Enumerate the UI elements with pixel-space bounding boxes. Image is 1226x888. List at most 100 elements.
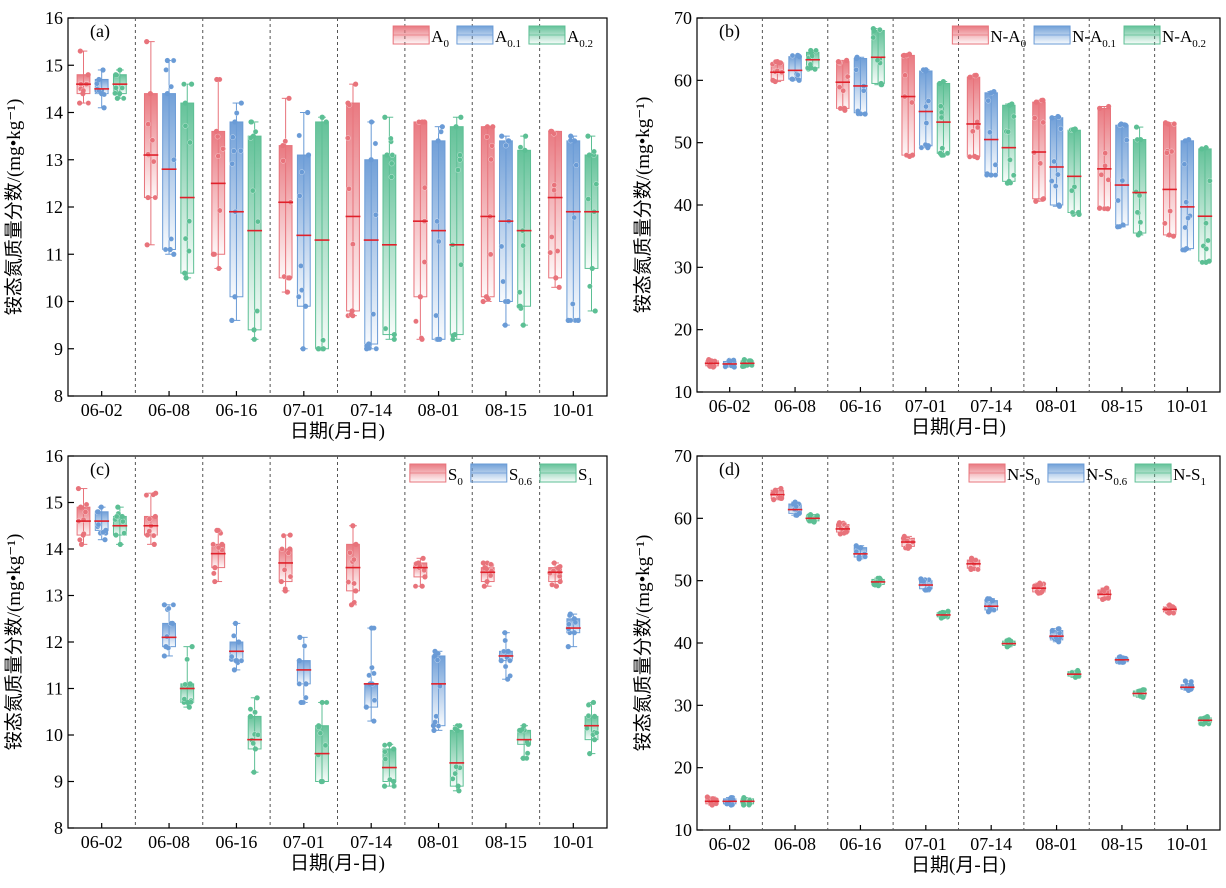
panel-c-data-point (347, 549, 353, 556)
panel-a-data-point (490, 124, 496, 130)
panel-b-data-point (808, 65, 814, 71)
panel-c-data-point (117, 541, 123, 547)
panel-b-data-point (1206, 258, 1212, 264)
panel-b-y-axis-title: 铵态氮质量分数/(mg•kg⁻¹) (632, 97, 654, 314)
panel-b-data-point (1033, 198, 1039, 204)
panel-c-data-point (363, 704, 369, 710)
panel-b-data-point (844, 73, 851, 80)
panel-d-data-point (778, 495, 785, 501)
panel-a-data-point (282, 138, 289, 144)
panel-d-data-point (1054, 637, 1060, 643)
panel-b-data-point (1056, 202, 1062, 208)
panel-d-data-point (853, 543, 859, 549)
panel-d-x-tick-label: 07-14 (970, 834, 1012, 854)
panel-c-data-point (232, 620, 239, 627)
panel-c-data-point (415, 560, 421, 566)
panel-a-data-point (77, 100, 83, 106)
panel-b-data-point (966, 154, 973, 160)
panel-b-data-point (901, 52, 907, 59)
panel-b-data-point (1182, 224, 1188, 231)
panel-c-data-point (296, 681, 303, 687)
panel-b-data-point (937, 150, 943, 156)
panel-c-data-point (431, 727, 437, 733)
panel-a-data-point (364, 346, 370, 352)
panel-c-data-point (287, 546, 293, 552)
panel-a-data-point (372, 140, 379, 147)
panel-c-x-tick-label: 08-15 (485, 832, 527, 852)
panel-a-box-a-02 (517, 149, 532, 307)
panel-a-data-point (162, 246, 169, 253)
panel-a-y-tick-label: 8 (54, 386, 63, 406)
panel-b-data-point (836, 84, 843, 90)
panel-d-y-tick-label: 20 (674, 758, 692, 778)
panel-c-data-point (319, 778, 325, 785)
panel-c-data-point (119, 513, 125, 520)
panel-b-data-point (1049, 178, 1055, 184)
panel-a-data-point (389, 152, 396, 158)
panel-b-data-point (1181, 161, 1188, 168)
panel-a-data-point (585, 133, 591, 139)
panel-c-x-tick-label: 08-01 (418, 832, 460, 852)
panel-b-y-tick-label: 10 (674, 382, 692, 402)
panel-c-data-point (487, 572, 494, 579)
panel-a-data-point (585, 196, 592, 202)
panel-c-data-point (120, 518, 126, 525)
panel-b-data-point (1102, 150, 1108, 156)
panel-a-data-point (286, 275, 293, 281)
panel-c-data-point (278, 578, 284, 585)
panel-b-data-point (870, 34, 877, 41)
panel-a-data-point (249, 187, 256, 194)
panel-a-data-point (281, 273, 287, 280)
panel-c-y-tick-label: 15 (45, 493, 63, 513)
panel-b-data-point (925, 143, 932, 149)
panel-b-data-point (795, 52, 801, 59)
panel-c-data-point (219, 541, 225, 547)
panel-c-data-point (350, 523, 356, 529)
panel-a-data-point (170, 57, 177, 64)
panel-c-data-point (430, 723, 437, 729)
panel-c-data-point (212, 578, 218, 585)
panel-d-data-point (968, 565, 974, 571)
panel-b-data-point (1040, 196, 1047, 202)
panel-b-x-tick-label: 06-16 (839, 396, 881, 416)
panel-b-data-point (923, 103, 929, 110)
panel-d-data-point (1056, 626, 1062, 632)
panel-a-data-point (487, 251, 494, 258)
panel-c-data-point (78, 541, 85, 547)
panel-c-data-point (316, 723, 322, 729)
panel-c-data-point (80, 532, 86, 538)
panel-b-data-point (844, 57, 850, 63)
panel-a-data-point (458, 261, 464, 268)
panel-a-data-point (113, 85, 119, 91)
panel-d-y-tick-label: 40 (674, 633, 692, 653)
panel-b-data-point (937, 103, 944, 109)
panel-c-data-point (456, 788, 462, 794)
panel-a-data-point (382, 114, 388, 120)
panel-b-data-point (774, 59, 780, 65)
panel-a-data-point (233, 110, 240, 116)
panel-c-data-point (553, 583, 560, 589)
panel-b-data-point (1005, 128, 1011, 135)
panel-c-data-point (591, 713, 598, 720)
panel-c-data-point (143, 492, 150, 498)
panel-b-data-point (1119, 177, 1126, 184)
panel-c-data-point (161, 653, 167, 659)
panel-c-data-point (252, 709, 258, 715)
panel-a-data-point (182, 123, 189, 129)
panel-a-data-point (453, 124, 459, 130)
panel-d-data-point (987, 607, 993, 613)
panel-b-data-point (726, 358, 733, 365)
panel-c-data-point (185, 699, 191, 706)
panel-c-data-point (480, 560, 486, 566)
panel-b-data-point (1115, 224, 1121, 230)
panel-b-data-point (940, 78, 946, 85)
panel-a-data-point (168, 236, 174, 242)
panel-a-data-point (305, 152, 312, 158)
panel-d-legend-label: N-S0 (1007, 465, 1040, 488)
panel-c-data-point (170, 602, 177, 608)
panel-a-data-point (522, 133, 529, 139)
panel-c-data-point (371, 718, 377, 724)
panel-d-y-axis-title: 铵态氮质量分数/(mg•kg⁻¹) (632, 535, 654, 752)
panel-c-data-point (98, 504, 104, 510)
